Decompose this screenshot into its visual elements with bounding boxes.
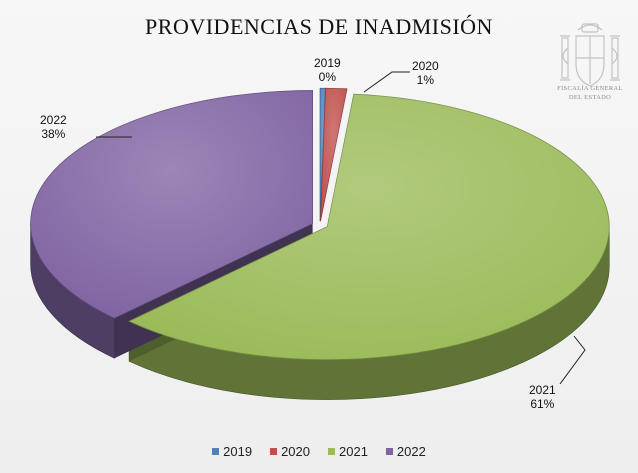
data-label-2020-category: 2020 [412,59,439,73]
data-label-2019-value: 0% [318,70,337,84]
legend-label-2019: 2019 [223,444,253,459]
data-label-2021-category: 2021 [529,383,556,397]
legend-swatch-2020 [270,448,278,455]
legend-item-2022: 2022 [385,444,426,459]
emblem-caption-line1: FISCALÍA GENERAL [557,85,623,92]
data-label-2019: 2019 0% [314,56,341,84]
legend-label-2021: 2021 [339,444,368,459]
leader-line-2021 [559,335,586,385]
data-label-2022: 2022 38% [40,113,67,141]
legend-item-2021: 2021 [328,444,368,459]
pie-gloss-2022 [30,90,313,319]
coat-of-arms-icon [560,23,620,87]
data-label-2020-value: 1% [416,73,435,87]
chart-title: PROVIDENCIAS DE INADMISIÓN [145,14,493,39]
legend-item-2019: 2019 [212,444,252,459]
data-label-2020: 2020 1% [412,59,439,87]
data-label-2021: 2021 61% [529,383,556,411]
legend-label-2022: 2022 [396,444,426,459]
legend-label-2020: 2020 [281,444,310,459]
leader-line-2020 [363,71,410,93]
pie-gloss-2020 [320,88,347,222]
legend-item-2020: 2020 [270,444,310,459]
pie-gloss-2021 [129,94,610,360]
legend-swatch-2019 [212,448,220,455]
legend: 2019 2020 2021 2022 [0,444,638,459]
data-label-2022-value: 38% [41,127,66,141]
legend-swatch-2021 [328,448,335,455]
data-label-2021-value: 61% [530,397,555,411]
legend-swatch-2022 [385,448,393,455]
data-label-2019-category: 2019 [314,56,341,70]
emblem-caption-line2: DEL ESTADO [568,94,612,101]
data-label-2022-category: 2022 [40,113,67,127]
